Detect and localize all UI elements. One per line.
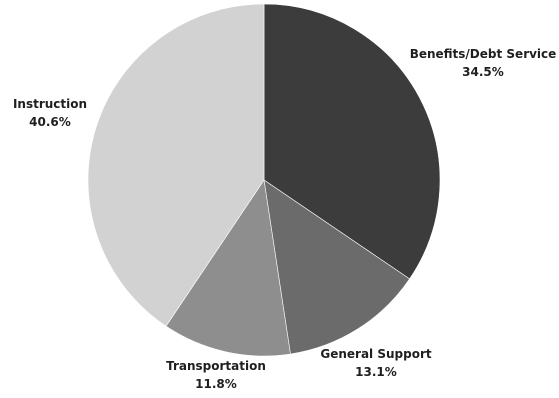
slice-label-name: Instruction (13, 97, 87, 111)
pie-labels: Benefits/Debt Service 34.5% General Suppor… (13, 47, 556, 391)
pie-slice-general-support (263, 179, 410, 355)
pie-slice-benefits-debt-service (263, 3, 441, 280)
slice-label-name: General Support (320, 347, 432, 361)
pie-slice-transportation (165, 179, 291, 357)
pie-slice-instruction (87, 3, 265, 327)
slice-label-value: 13.1% (355, 365, 397, 379)
slice-label-value: 34.5% (462, 65, 504, 79)
slice-label-name: Benefits/Debt Service (410, 47, 557, 61)
pie-slices (87, 3, 441, 357)
slice-label-name: Transportation (166, 359, 266, 373)
slice-label-value: 11.8% (195, 377, 237, 391)
slice-label-value: 40.6% (29, 115, 71, 129)
